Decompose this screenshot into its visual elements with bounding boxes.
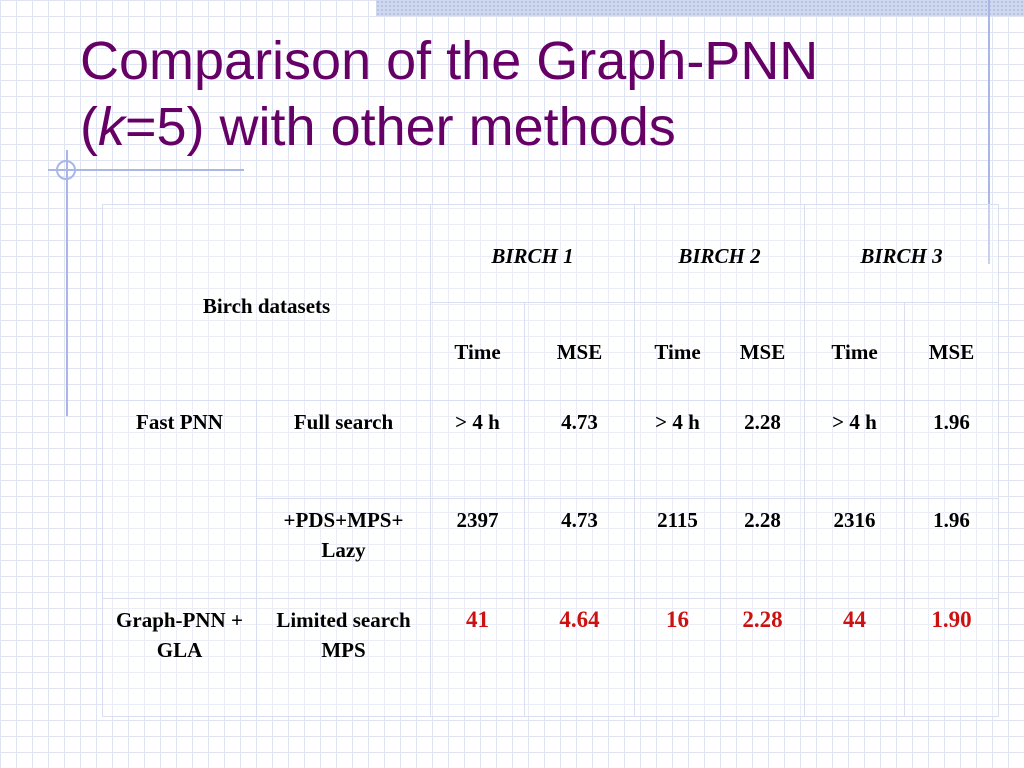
top-decorative-band xyxy=(376,0,1024,16)
table-cell: > 4 h xyxy=(430,400,525,499)
subheader-mse: MSE xyxy=(904,302,999,401)
dataset-header-birch3: BIRCH 3 xyxy=(804,204,999,303)
subheader-time: Time xyxy=(804,302,905,401)
table-cell: 1.96 xyxy=(904,400,999,499)
table-cell-best: 1.90 xyxy=(904,598,999,717)
table-cell-best: 2.28 xyxy=(720,598,805,717)
subheader-time: Time xyxy=(430,302,525,401)
table-row: +PDS+MPS+ Lazy 2397 4.73 2115 2.28 2316 … xyxy=(103,498,999,599)
table-cell-best: 41 xyxy=(430,598,525,717)
subheader-mse: MSE xyxy=(720,302,805,401)
header-row-datasets: Birch datasets BIRCH 1 BIRCH 2 BIRCH 3 xyxy=(102,204,999,401)
table-cell: 4.73 xyxy=(524,498,635,599)
right-vertical-rule xyxy=(988,0,990,264)
crosshair-ornament xyxy=(56,160,76,180)
title-line-1: Comparison of the Graph-PNN xyxy=(80,31,819,91)
subheader-mse: MSE xyxy=(524,302,635,401)
title-line-2: =5) with other methods xyxy=(124,97,676,157)
slide-title: Comparison of the Graph-PNN (k=5) with o… xyxy=(80,28,818,160)
dataset-header-birch1: BIRCH 1 xyxy=(430,204,635,303)
dataset-header-birch2: BIRCH 2 xyxy=(634,204,805,303)
title-underline-rule xyxy=(48,169,244,171)
table-cell: 2115 xyxy=(634,498,721,599)
left-vertical-rule xyxy=(66,150,68,416)
title-k-variable: k xyxy=(97,97,125,157)
table-cell-best: 44 xyxy=(804,598,905,717)
table-cell: 4.73 xyxy=(524,400,635,499)
row-method-label: Full search xyxy=(256,400,431,499)
table-cell: 2.28 xyxy=(720,498,805,599)
table-row: Fast PNN Full search > 4 h 4.73 > 4 h 2.… xyxy=(102,400,999,599)
table-cell: > 4 h xyxy=(634,400,721,499)
table-cell: 2397 xyxy=(430,498,525,599)
row-method-label: Limited search MPS xyxy=(256,598,431,717)
table-cell-best: 4.64 xyxy=(524,598,635,717)
row-group-label: Fast PNN xyxy=(102,400,257,599)
stub-header: Birch datasets xyxy=(102,204,431,401)
comparison-table: Birch datasets BIRCH 1 BIRCH 2 BIRCH 3 T… xyxy=(102,204,999,717)
subheader-time: Time xyxy=(634,302,721,401)
title-open-paren: ( xyxy=(80,97,98,157)
table-cell: 2316 xyxy=(804,498,905,599)
table-cell: 1.96 xyxy=(904,498,999,599)
table-cell: > 4 h xyxy=(804,400,905,499)
row-method-label: +PDS+MPS+ Lazy xyxy=(256,498,431,599)
row-group-label: Graph-PNN + GLA xyxy=(102,598,257,717)
table-cell-best: 16 xyxy=(634,598,721,717)
table-cell: 2.28 xyxy=(720,400,805,499)
header-row-metrics: Time MSE Time MSE Time MSE xyxy=(103,302,999,401)
table-row-highlighted: Graph-PNN + GLA Limited search MPS 41 4.… xyxy=(102,598,999,717)
